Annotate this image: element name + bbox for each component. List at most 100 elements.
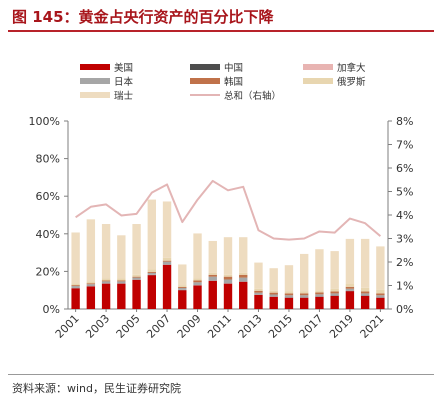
bar-segment-韩国	[284, 293, 294, 296]
bar-segment-瑞士	[360, 238, 370, 288]
title-divider	[8, 30, 434, 32]
legend-label: 美国	[114, 63, 134, 74]
legend-item-俄罗斯: 俄罗斯	[303, 74, 366, 88]
bar-segment-俄罗斯	[117, 278, 126, 281]
source-note: 资料来源：wind，民生证券研究院	[12, 382, 182, 395]
bar-segment-韩国	[132, 276, 141, 278]
bar-segment-美国	[315, 296, 324, 309]
bar-segment-日本	[117, 281, 126, 284]
bar-segment-俄罗斯	[269, 290, 278, 293]
legend-label: 总和（右轴）	[224, 91, 282, 102]
bar-segment-俄罗斯	[254, 288, 263, 291]
bar-segment-日本	[178, 287, 187, 290]
bar-segment-瑞士	[300, 253, 309, 292]
bar-segment-日本	[345, 288, 355, 291]
legend-item-加拿大: 加拿大	[303, 60, 366, 74]
right-tick-label: 6%	[396, 162, 413, 175]
bar-segment-美国	[345, 291, 355, 309]
bar-segment-韩国	[208, 274, 217, 277]
bar-segment-日本	[315, 294, 324, 297]
bar-segment-俄罗斯	[86, 281, 96, 284]
legend-label: 日本	[114, 77, 134, 88]
bar-segment-俄罗斯	[376, 289, 385, 294]
bar-segment-美国	[132, 279, 141, 309]
bar-segment-俄罗斯	[345, 283, 355, 287]
bar-segment-瑞士	[147, 199, 156, 270]
x-tick-label: 2011	[205, 312, 234, 341]
bar-segment-美国	[223, 283, 233, 309]
right-tick-label: 2%	[396, 256, 413, 269]
bar-segment-俄罗斯	[162, 257, 172, 261]
bar-segment-瑞士	[345, 238, 355, 284]
left-tick-label: 80%	[36, 153, 60, 166]
bar-segment-韩国	[300, 293, 309, 296]
bar-segment-日本	[193, 282, 202, 286]
legend-swatch	[80, 78, 110, 84]
bar-segment-俄罗斯	[300, 291, 309, 294]
legend-item-中国: 中国	[190, 60, 243, 74]
left-tick-label: 100%	[29, 115, 60, 128]
bar-segment-韩国	[360, 291, 370, 294]
bar-segment-瑞士	[315, 249, 324, 291]
bar-segment-日本	[208, 276, 217, 281]
bar-segment-瑞士	[376, 246, 385, 290]
legend-swatch	[190, 78, 220, 84]
bar-segment-日本	[132, 277, 141, 280]
right-tick-label: 0%	[396, 303, 413, 316]
left-tick-label: 60%	[36, 190, 60, 203]
bar-segment-日本	[147, 272, 156, 275]
x-tick-label: 2009	[175, 312, 204, 341]
bar-segment-俄罗斯	[360, 287, 370, 292]
bar-segment-日本	[360, 293, 370, 296]
bar-segment-俄罗斯	[315, 290, 324, 293]
x-tick-label: 2019	[327, 312, 356, 341]
bar-segment-瑞士	[86, 219, 96, 282]
legend-label: 韩国	[224, 77, 244, 88]
bar-segment-韩国	[101, 280, 111, 282]
legend-swatch	[303, 64, 333, 70]
bar-segment-韩国	[376, 293, 385, 296]
bar-segment-韩国	[254, 290, 263, 293]
bar-segment-俄罗斯	[239, 272, 248, 275]
chart-title: 图 145：黄金占央行资产的百分比下降	[12, 8, 274, 26]
bar-segment-美国	[101, 283, 111, 309]
bar-segment-俄罗斯	[101, 278, 111, 281]
bar-segment-俄罗斯	[208, 272, 217, 275]
bar-segment-日本	[162, 261, 172, 265]
bar-segment-俄罗斯	[223, 274, 233, 277]
bar-segment-韩国	[345, 286, 355, 289]
bar-segment-美国	[86, 286, 96, 309]
left-tick-label: 0%	[43, 303, 60, 316]
bar-segment-韩国	[315, 292, 324, 295]
bar-segment-俄罗斯	[193, 278, 202, 281]
legend-label: 加拿大	[337, 63, 366, 74]
bar-segment-美国	[300, 297, 309, 309]
bar-segment-美国	[178, 290, 187, 309]
bar-segment-俄罗斯	[132, 274, 141, 277]
bar-segment-韩国	[86, 283, 96, 285]
bar-segment-美国	[193, 285, 202, 309]
bar-segment-俄罗斯	[147, 269, 156, 272]
bar-segment-美国	[330, 295, 339, 309]
left-tick-label: 20%	[36, 265, 60, 278]
right-tick-label: 4%	[396, 209, 413, 222]
legend-label: 瑞士	[114, 91, 134, 102]
bar-segment-日本	[223, 279, 233, 284]
legend-label: 中国	[224, 63, 244, 74]
bar-segment-日本	[284, 295, 294, 298]
right-tick-label: 8%	[396, 115, 413, 128]
bar-segment-日本	[239, 277, 248, 282]
legend-swatch	[80, 64, 110, 70]
bar-segment-瑞士	[101, 224, 111, 279]
bar-segment-日本	[101, 281, 111, 284]
bar-segment-韩国	[162, 260, 172, 262]
legend-swatch	[80, 92, 110, 98]
x-tick-label: 2015	[266, 312, 295, 341]
legend: 美国 中国 加拿大日本 韩国 俄罗斯瑞士 总和（右轴）	[0, 0, 442, 110]
bar-segment-美国	[360, 295, 370, 309]
bar-segment-瑞士	[284, 265, 294, 292]
bar-segment-韩国	[269, 292, 278, 295]
bar-segment-日本	[376, 295, 385, 298]
legend-swatch	[303, 78, 333, 84]
bar-segment-瑞士	[239, 237, 248, 273]
